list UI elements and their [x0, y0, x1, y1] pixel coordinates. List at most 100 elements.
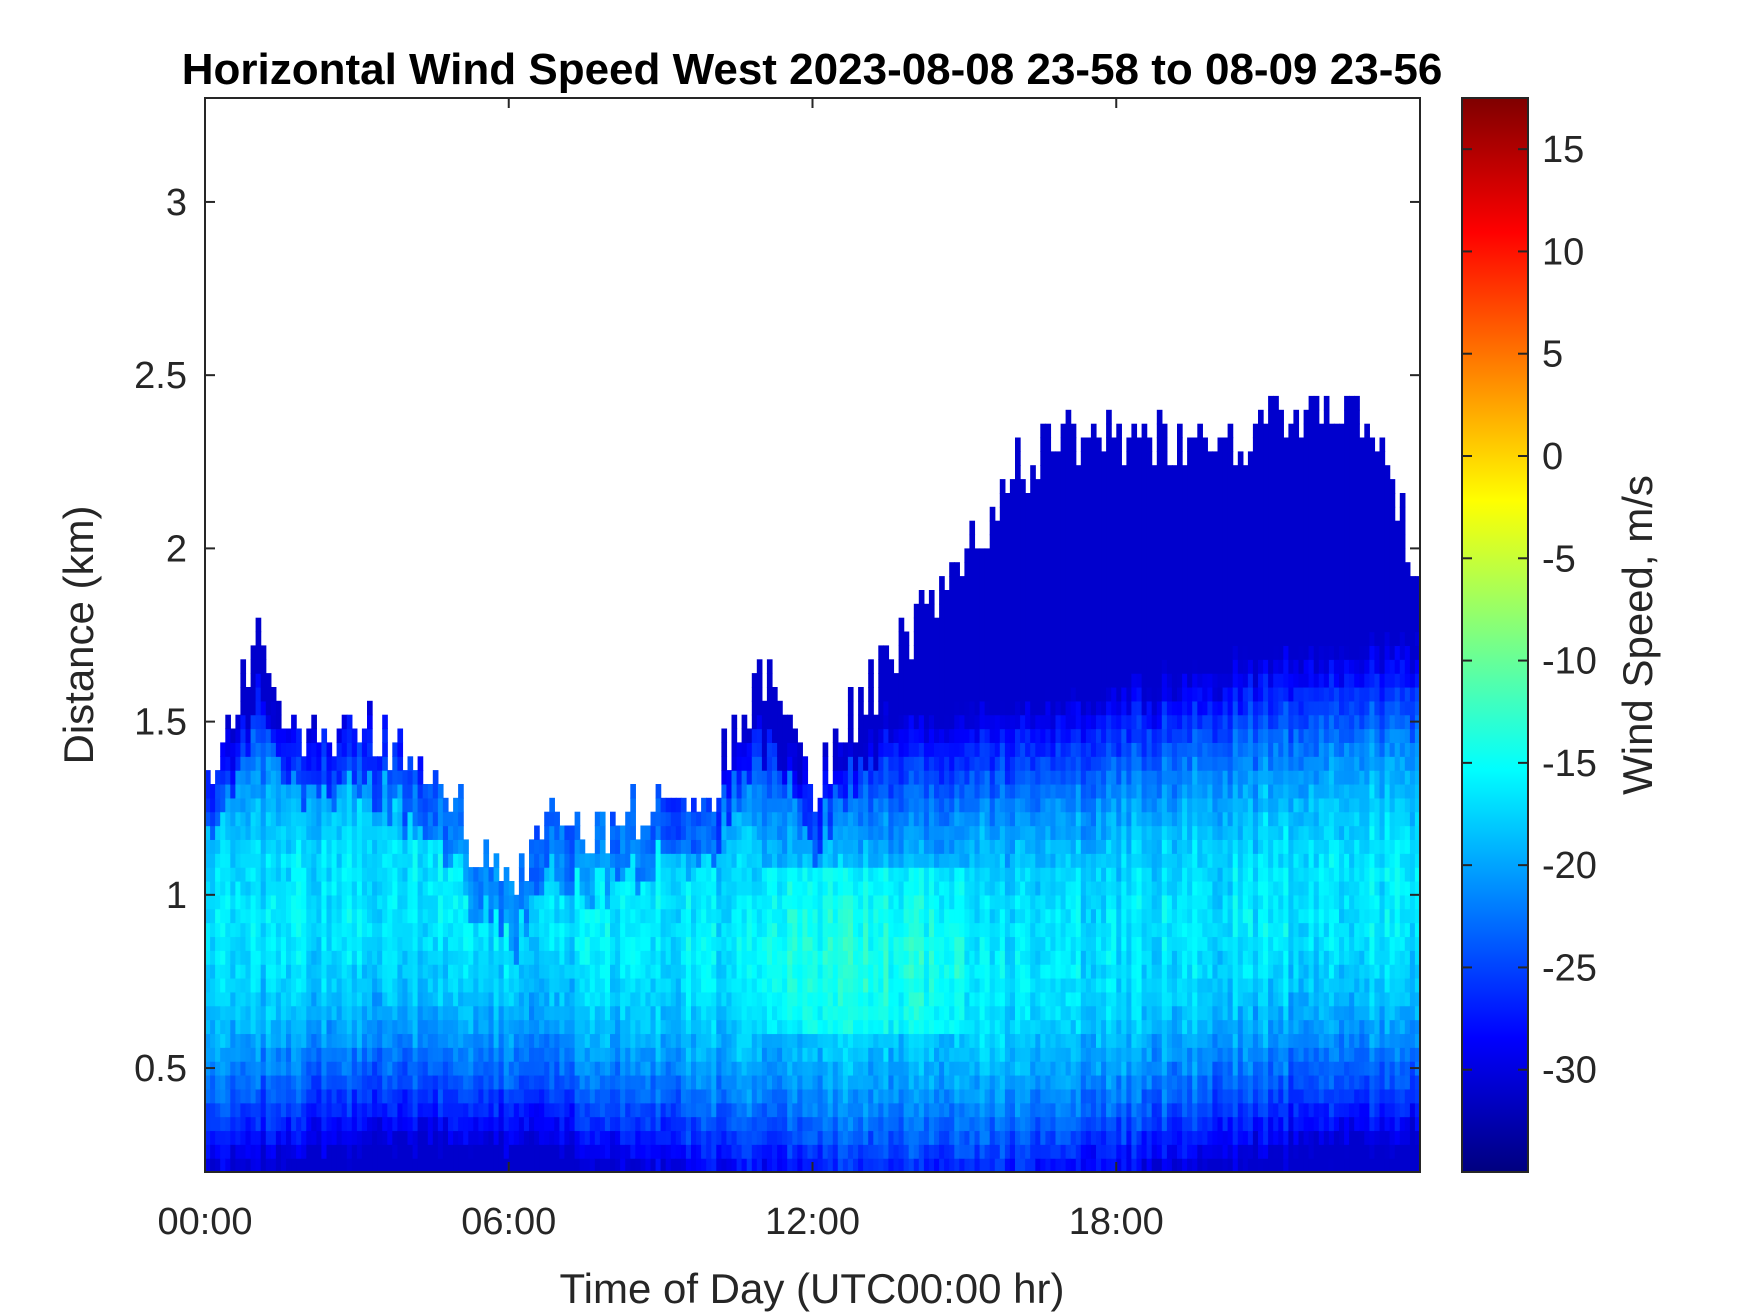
heatmap-cell	[898, 881, 905, 896]
heatmap-cell	[529, 908, 535, 924]
heatmap-cell	[448, 839, 454, 854]
heatmap-cell	[230, 867, 236, 882]
heatmap-cell	[792, 894, 798, 910]
heatmap-cell	[513, 1033, 520, 1048]
heatmap-cell	[878, 1061, 884, 1076]
heatmap-cell	[923, 1061, 930, 1076]
heatmap-cell	[549, 894, 555, 910]
heatmap-cell	[923, 867, 930, 882]
heatmap-cell	[518, 1130, 525, 1145]
heatmap-cell	[706, 978, 712, 993]
heatmap-cell	[488, 1061, 495, 1076]
heatmap-cell	[853, 770, 859, 785]
heatmap-cell	[726, 936, 733, 951]
heatmap-cell	[1004, 756, 1011, 771]
heatmap-cell	[731, 714, 738, 730]
heatmap-cell	[205, 1088, 211, 1104]
heatmap-cell	[802, 1075, 809, 1090]
heatmap-cell	[691, 1158, 697, 1172]
heatmap-cell	[878, 908, 884, 924]
heatmap-cell	[225, 1047, 231, 1062]
heatmap-cell	[928, 1033, 935, 1048]
heatmap-cell	[361, 1116, 368, 1132]
heatmap-cell	[321, 1061, 328, 1076]
heatmap-cell	[736, 1075, 743, 1090]
heatmap-cell	[726, 894, 733, 910]
heatmap-cell	[832, 756, 839, 771]
heatmap-cell	[422, 825, 429, 840]
heatmap-cell	[898, 687, 905, 702]
heatmap-cell	[296, 1116, 302, 1132]
heatmap-cell	[275, 839, 282, 854]
heatmap-cell	[321, 867, 328, 882]
heatmap-cell	[918, 894, 925, 910]
heatmap-cell	[923, 1019, 930, 1035]
heatmap-cell	[422, 894, 429, 910]
heatmap-cell	[974, 1144, 981, 1159]
heatmap-cell	[832, 908, 839, 924]
heatmap-cell	[367, 978, 373, 993]
heatmap-cell	[427, 1158, 434, 1172]
heatmap-cell	[245, 964, 252, 979]
heatmap-cell	[215, 1061, 221, 1076]
heatmap-cell	[458, 1088, 464, 1104]
heatmap-cell	[301, 1102, 307, 1118]
heatmap-cell	[969, 770, 976, 785]
heatmap-cell	[726, 1102, 733, 1118]
heatmap-cell	[341, 853, 348, 868]
heatmap-cell	[205, 853, 211, 868]
heatmap-cell	[766, 950, 773, 965]
heatmap-cell	[215, 1033, 221, 1048]
heatmap-cell	[250, 950, 257, 965]
heatmap-cell	[650, 825, 657, 840]
heatmap-cell	[1004, 617, 1011, 633]
heatmap-cell	[341, 784, 348, 799]
heatmap-cell	[868, 1061, 874, 1076]
heatmap-cell	[837, 881, 844, 896]
heatmap-cell	[741, 853, 748, 868]
heatmap-cell	[230, 770, 236, 785]
heatmap-cell	[1004, 742, 1011, 757]
heatmap-cell	[974, 922, 981, 938]
heatmap-cell	[827, 1158, 834, 1172]
heatmap-cell	[569, 1158, 576, 1172]
heatmap-cell	[604, 881, 611, 896]
heatmap-cell	[888, 853, 895, 868]
heatmap-cell	[782, 1158, 788, 1172]
heatmap-cell	[280, 1144, 287, 1159]
heatmap-cell	[610, 1088, 616, 1104]
heatmap-cell	[751, 1102, 758, 1118]
heatmap-cell	[306, 1061, 312, 1076]
heatmap-cell	[944, 590, 950, 605]
heatmap-cell	[523, 1102, 530, 1118]
heatmap-cell	[878, 1158, 884, 1172]
heatmap-cell	[913, 645, 920, 660]
heatmap-cell	[361, 894, 368, 910]
heatmap-cell	[923, 1033, 930, 1048]
heatmap-cell	[594, 1075, 601, 1090]
heatmap-cell	[422, 991, 429, 1007]
heatmap-cell	[523, 1116, 530, 1132]
heatmap-cell	[367, 881, 373, 896]
heatmap-cell	[685, 1061, 692, 1076]
heatmap-cell	[341, 825, 348, 840]
heatmap-cell	[260, 770, 267, 785]
heatmap-cell	[529, 867, 535, 882]
heatmap-cell	[503, 978, 510, 993]
heatmap-cell	[675, 853, 682, 868]
heatmap-cell	[503, 1088, 510, 1104]
heatmap-cell	[984, 1116, 991, 1132]
heatmap-cell	[817, 881, 824, 896]
heatmap-cell	[356, 991, 363, 1007]
heatmap-cell	[878, 1116, 884, 1132]
heatmap-cell	[903, 687, 910, 702]
heatmap-cell	[853, 922, 859, 938]
heatmap-cell	[807, 839, 814, 854]
heatmap-cell	[918, 770, 925, 785]
heatmap-cell	[726, 1061, 733, 1076]
heatmap-cell	[483, 1005, 490, 1021]
heatmap-cell	[777, 1144, 783, 1159]
heatmap-cell	[296, 950, 302, 965]
heatmap-cell	[913, 1158, 920, 1172]
heatmap-cell	[934, 1088, 940, 1104]
